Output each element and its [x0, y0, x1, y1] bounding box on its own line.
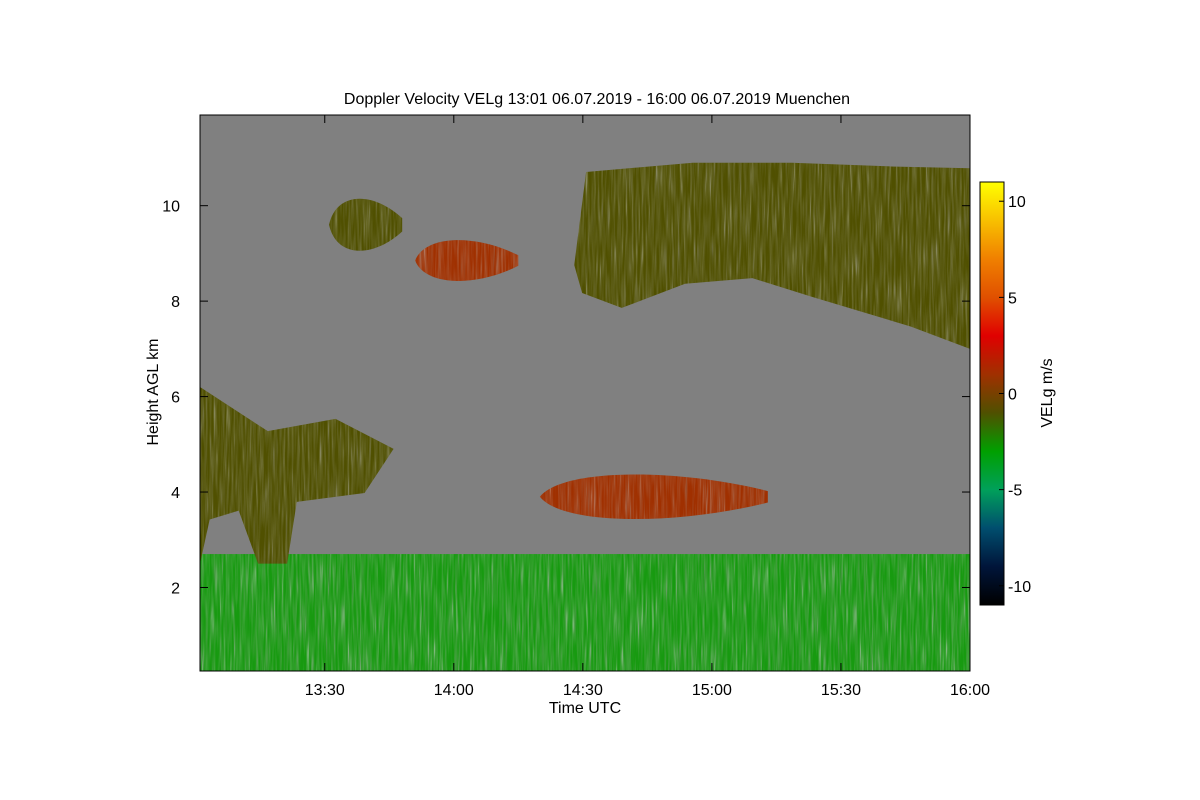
y-tick-label: 4: [171, 485, 180, 502]
echo-region: [200, 387, 394, 564]
y-tick-label: 10: [162, 199, 180, 216]
x-tick-label: 13:30: [305, 682, 345, 699]
echo-region: [329, 198, 403, 251]
y-axis-label: Height AGL km: [145, 338, 162, 445]
x-tick-label: 14:30: [563, 682, 603, 699]
y-tick-label: 2: [171, 580, 180, 597]
chart-title: Doppler Velocity VELg 13:01 06.07.2019 -…: [344, 91, 850, 108]
plot-frame: [199, 114, 971, 672]
x-tick-label: 15:00: [692, 682, 732, 699]
echo-region: [415, 240, 519, 281]
echo-features: [200, 162, 970, 671]
colorbar-tick-label: -10: [1008, 579, 1031, 596]
colorbar-tick-label: 5: [1008, 290, 1017, 307]
plot-area: [200, 115, 970, 671]
y-tick-label: 8: [171, 294, 180, 311]
x-tick-label: 15:30: [821, 682, 861, 699]
colorbar: -10 -5 0 5 10: [979, 181, 1031, 606]
colorbar-tick-label: 10: [1008, 194, 1026, 211]
colorbar-tick-label: 0: [1008, 387, 1017, 404]
echo-region: [539, 474, 768, 520]
echo-region: [200, 554, 970, 671]
x-tick-label: 14:00: [434, 682, 474, 699]
echo-region: [574, 162, 970, 349]
x-axis-label: Time UTC: [549, 700, 621, 717]
colorbar-tick-label: -5: [1008, 483, 1022, 500]
y-tick-label: 6: [171, 390, 180, 407]
x-axis: 13:30 14:00 14:30 15:00 15:30 16:00: [305, 115, 990, 699]
colorbar-label: VELg m/s: [1039, 358, 1056, 427]
x-tick-label: 16:00: [950, 682, 990, 699]
y-axis: 2 4 6 8 10: [162, 199, 970, 597]
